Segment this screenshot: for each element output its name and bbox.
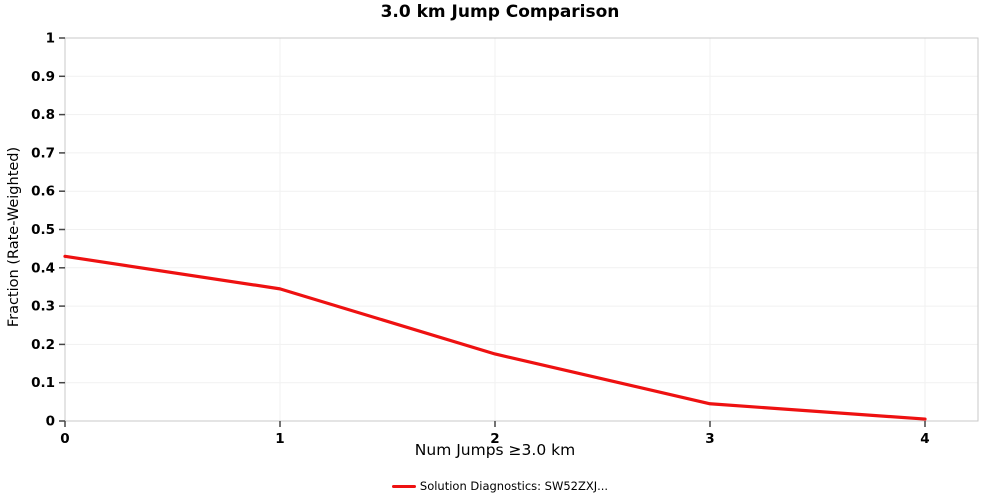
y-tick-label: 0.5 bbox=[31, 222, 55, 238]
y-tick-label: 0.1 bbox=[31, 375, 55, 391]
x-tick-label: 2 bbox=[490, 431, 499, 447]
y-tick-label: 0 bbox=[46, 414, 55, 430]
x-tick-label: 1 bbox=[275, 431, 284, 447]
y-tick-label: 0.7 bbox=[31, 145, 55, 161]
x-tick-label: 4 bbox=[920, 431, 929, 447]
legend-line-swatch bbox=[391, 484, 416, 488]
y-tick-label: 0.4 bbox=[31, 260, 55, 276]
legend-label: Solution Diagnostics: SW52ZXJ... bbox=[419, 479, 609, 493]
y-tick-label: 0.6 bbox=[31, 184, 55, 200]
x-tick-label: 0 bbox=[60, 431, 69, 447]
y-tick-label: 0.9 bbox=[31, 69, 55, 85]
y-tick-label: 0.8 bbox=[31, 107, 55, 123]
y-tick-label: 1 bbox=[46, 31, 55, 47]
y-axis-label: Fraction (Rate-Weighted) bbox=[6, 146, 22, 328]
chart-title: 3.0 km Jump Comparison bbox=[380, 2, 620, 22]
y-tick-label: 0.2 bbox=[31, 337, 55, 353]
y-tick-label: 0.3 bbox=[31, 299, 55, 315]
x-tick-label: 3 bbox=[705, 431, 714, 447]
legend: Solution Diagnostics: SW52ZXJ... bbox=[0, 479, 1000, 493]
series-line bbox=[63, 254, 927, 421]
x-axis-label: Num Jumps ≥3.0 km bbox=[414, 441, 576, 459]
